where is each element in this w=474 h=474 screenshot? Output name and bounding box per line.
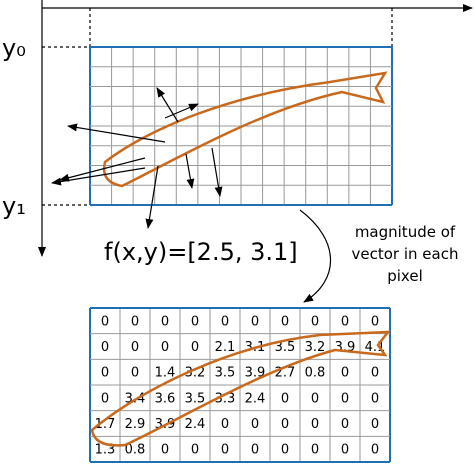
table-cell: 0.8 [305,366,326,381]
table-cell: 3.5 [275,340,296,355]
table-cell: 3.5 [215,366,236,381]
table-cell: 2.9 [125,417,146,432]
table-cell: 0.8 [125,443,146,458]
table-cell: 3.6 [155,391,176,406]
table-cell: 3.3 [215,391,236,406]
caption-line: magnitude of [355,223,456,241]
table-cell: 3.5 [185,391,206,406]
gradient-arrows [51,87,223,229]
table-cell: 0 [191,340,199,355]
table-cell: 0 [371,417,379,432]
table-cell: 0 [341,366,349,381]
table-cell: 0 [311,417,319,432]
table-cell: 1.3 [95,443,116,458]
y1-label: y₁ [2,192,26,220]
table-cell: 0 [101,314,109,329]
table-cell: 0 [281,417,289,432]
table-cell: 3.2 [305,340,326,355]
table-cell: 0 [281,314,289,329]
table-cell: 0 [311,314,319,329]
table-cell: 0 [371,314,379,329]
caption-line: vector in each [352,245,459,263]
y0-label: y₀ [2,34,26,62]
table-cell: 0 [101,366,109,381]
table-cell: 0 [131,366,139,381]
table-cell: 0 [161,314,169,329]
table-cell: 0 [161,340,169,355]
table-cell: 2.1 [215,340,236,355]
table-cell: 0 [281,391,289,406]
table-cell: 0 [371,366,379,381]
fish-outline [90,330,391,447]
table-cell: 0 [251,314,259,329]
table-cell: 0 [221,314,229,329]
caption: magnitude of vector in each pixel [352,223,459,285]
caption-line: pixel [387,267,423,285]
table-cell: 0 [341,443,349,458]
table-cell: 0 [101,340,109,355]
connector-arrow [299,209,332,303]
table-cell: 0 [341,391,349,406]
table-cell: 0 [131,314,139,329]
fish-outline [102,71,388,188]
table-cell: 0 [101,391,109,406]
table-cell: 0 [311,443,319,458]
table-cell: 0 [221,417,229,432]
table-cell: 0 [251,443,259,458]
table-cell: 0 [191,314,199,329]
table-cell: 0 [191,443,199,458]
table-cell: 0 [161,443,169,458]
magnitude-table: 0 0 0 0 0 0 0 0 0 00 0 0 0 2.1 3.1 3.5 3.2 3.9 4.10 0 1.4 3.2… [89,307,391,463]
vector-label: f(x,y)=[2.5, 3.1] [104,238,298,266]
table-cell: 0 [371,443,379,458]
table-cell: 2.4 [185,417,206,432]
table-cell: 0 [221,443,229,458]
pixel-grid [89,46,393,206]
table-cell: 1.4 [155,366,176,381]
table-cell: 1.7 [95,417,116,432]
table-cell: 0 [371,391,379,406]
axes [38,0,473,257]
table-cell: 0 [131,340,139,355]
table-cell: 2.4 [245,391,266,406]
table-cell: 0 [311,391,319,406]
table-cell: 0 [281,443,289,458]
table-cell: 3.2 [185,366,206,381]
table-cell: 3.9 [245,366,266,381]
table-cell: 0 [341,417,349,432]
table-cell: 0 [341,314,349,329]
table-cell: 0 [251,417,259,432]
